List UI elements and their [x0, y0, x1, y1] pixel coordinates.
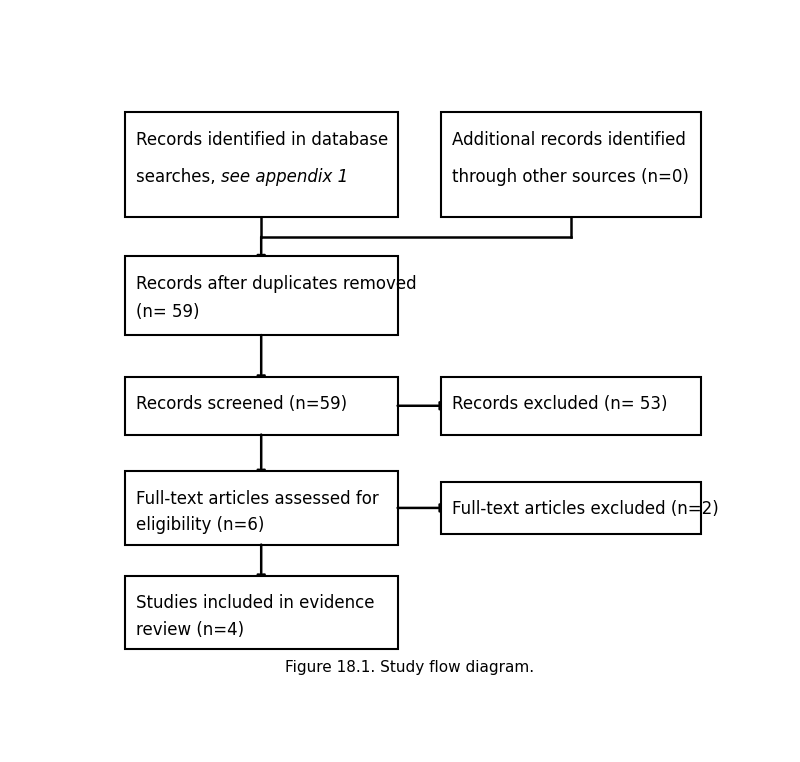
Text: Records screened (n=59): Records screened (n=59) — [136, 395, 347, 413]
Text: review (n=4): review (n=4) — [136, 620, 244, 639]
Text: see appendix 1: see appendix 1 — [221, 168, 348, 186]
Bar — [125, 113, 398, 217]
Text: Records excluded (n= 53): Records excluded (n= 53) — [452, 395, 668, 413]
Text: Studies included in evidence: Studies included in evidence — [136, 594, 374, 613]
Bar — [125, 471, 398, 545]
Bar — [125, 257, 398, 335]
Text: Full-text articles assessed for: Full-text articles assessed for — [136, 489, 378, 507]
Text: searches,: searches, — [136, 168, 221, 186]
Text: Records after duplicates removed: Records after duplicates removed — [136, 275, 417, 293]
Text: Additional records identified: Additional records identified — [452, 131, 686, 149]
Bar — [441, 482, 702, 534]
Bar — [441, 377, 702, 434]
Bar — [125, 377, 398, 434]
Text: Records identified in database: Records identified in database — [136, 131, 388, 149]
Text: (n= 59): (n= 59) — [136, 303, 199, 321]
Bar — [441, 113, 702, 217]
Text: Figure 18.1. Study flow diagram.: Figure 18.1. Study flow diagram. — [286, 660, 534, 675]
Bar — [125, 576, 398, 649]
Text: through other sources (n=0): through other sources (n=0) — [452, 168, 689, 186]
Text: eligibility (n=6): eligibility (n=6) — [136, 516, 264, 533]
Text: Full-text articles excluded (n=2): Full-text articles excluded (n=2) — [452, 500, 719, 518]
